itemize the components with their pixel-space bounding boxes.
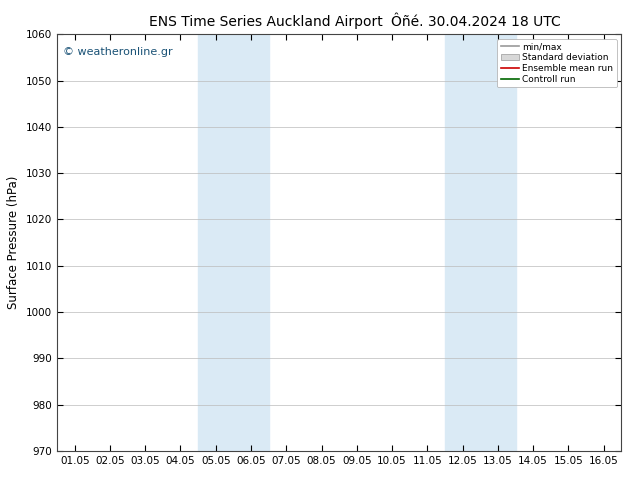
- Bar: [198, 34, 269, 451]
- Y-axis label: Surface Pressure (hPa): Surface Pressure (hPa): [8, 176, 20, 309]
- Text: © weatheronline.gr: © weatheronline.gr: [63, 47, 172, 57]
- Text: ENS Time Series Auckland Airport: ENS Time Series Auckland Airport: [150, 15, 383, 29]
- Bar: [445, 34, 515, 451]
- Text: Ôñé. 30.04.2024 18 UTC: Ôñé. 30.04.2024 18 UTC: [391, 15, 560, 29]
- Legend: min/max, Standard deviation, Ensemble mean run, Controll run: min/max, Standard deviation, Ensemble me…: [497, 39, 617, 87]
